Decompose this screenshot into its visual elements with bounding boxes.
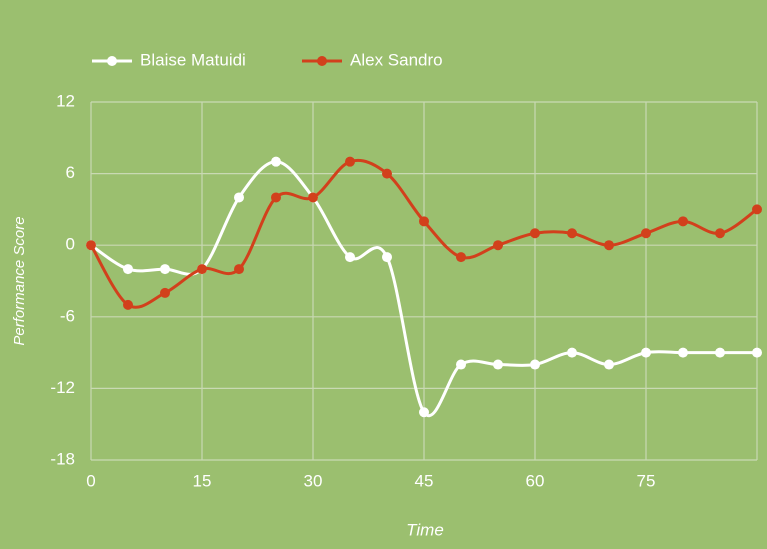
data-point (234, 192, 244, 203)
data-point (123, 299, 133, 310)
y-tick-label: 0 (66, 235, 75, 254)
y-tick-label: 6 (66, 163, 75, 182)
data-point (382, 168, 392, 179)
data-point (382, 252, 392, 263)
data-point (604, 359, 614, 370)
data-point (493, 359, 503, 370)
y-tick-label: 12 (56, 91, 75, 110)
data-point (456, 252, 466, 263)
data-point (493, 240, 503, 251)
legend-label: Blaise Matuidi (140, 50, 246, 69)
x-tick-label: 15 (193, 471, 212, 490)
x-axis-title: Time (406, 520, 444, 539)
data-point (345, 252, 355, 263)
data-point (345, 156, 355, 167)
data-point (160, 264, 170, 275)
data-point (197, 264, 207, 275)
y-tick-label: -12 (50, 378, 75, 397)
y-tick-label: -18 (50, 449, 75, 468)
data-point (86, 240, 96, 251)
data-point (641, 228, 651, 239)
data-point (641, 347, 651, 358)
data-point (715, 228, 725, 239)
data-point (234, 264, 244, 275)
x-tick-label: 0 (86, 471, 95, 490)
x-tick-label: 75 (637, 471, 656, 490)
data-point (530, 359, 540, 370)
data-point (715, 347, 725, 358)
y-axis-title: Performance Score (11, 216, 28, 345)
data-point (123, 264, 133, 275)
data-point (160, 287, 170, 298)
data-point (308, 192, 318, 203)
data-point (456, 359, 466, 370)
legend-marker (107, 56, 117, 66)
data-point (752, 347, 762, 358)
legend-label: Alex Sandro (350, 50, 443, 69)
x-tick-label: 45 (415, 471, 434, 490)
data-point (271, 192, 281, 203)
data-point (419, 216, 429, 227)
data-point (271, 156, 281, 167)
data-point (678, 347, 688, 358)
legend-marker (317, 56, 327, 66)
data-point (678, 216, 688, 227)
y-tick-label: -6 (60, 306, 75, 325)
data-point (567, 347, 577, 358)
data-point (752, 204, 762, 215)
data-point (567, 228, 577, 239)
data-point (419, 407, 429, 418)
x-tick-label: 60 (526, 471, 545, 490)
data-point (604, 240, 614, 251)
x-tick-label: 30 (304, 471, 323, 490)
data-point (530, 228, 540, 239)
